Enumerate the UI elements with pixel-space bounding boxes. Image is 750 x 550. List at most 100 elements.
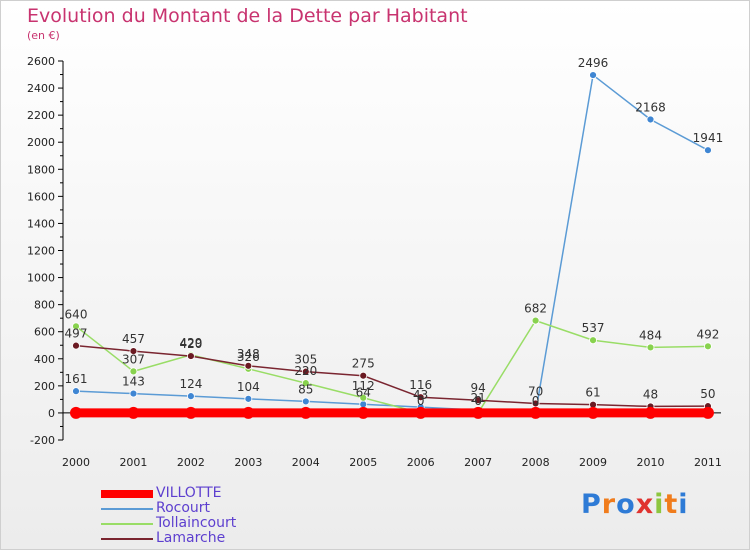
y-tick-label: 600 <box>34 326 55 339</box>
data-point-villotte <box>357 406 370 419</box>
data-label-lamarche: 61 <box>585 386 600 400</box>
legend-label: Lamarche <box>156 530 226 546</box>
data-point-tollaincourt <box>359 393 368 402</box>
data-label-rocourt: 1941 <box>693 131 724 145</box>
logo-letter: x <box>635 489 655 520</box>
data-point-villotte <box>299 406 312 419</box>
x-tick-label: 2009 <box>579 456 607 469</box>
data-point-lamarche <box>359 371 368 380</box>
x-tick-label: 2010 <box>637 456 665 469</box>
data-point-rocourt <box>301 397 310 406</box>
data-label-tollaincourt: 112 <box>352 379 375 393</box>
data-label-tollaincourt: 307 <box>122 352 145 366</box>
data-point-tollaincourt <box>72 322 80 331</box>
data-label-rocourt: 64 <box>356 385 371 399</box>
y-tick-label: 2600 <box>27 55 55 68</box>
legend-swatch <box>101 523 153 525</box>
data-point-rocourt <box>704 146 712 155</box>
data-label-lamarche: 70 <box>528 384 543 398</box>
data-point-rocourt <box>244 394 253 403</box>
data-label-lamarche: 116 <box>409 378 432 392</box>
data-point-lamarche <box>416 393 425 402</box>
x-tick-label: 2004 <box>292 456 320 469</box>
y-tick-label: 1000 <box>27 272 55 285</box>
y-tick-label: 2200 <box>27 109 55 122</box>
data-point-tollaincourt <box>704 342 712 351</box>
data-label-tollaincourt: 429 <box>179 336 202 350</box>
data-label-rocourt: 43 <box>413 388 428 402</box>
legend-swatch <box>101 490 153 498</box>
data-label-rocourt: 124 <box>179 377 202 391</box>
data-label-tollaincourt: 484 <box>639 328 662 342</box>
data-point-villotte <box>472 406 485 419</box>
logo-letter: t <box>664 489 679 520</box>
x-tick-label: 2001 <box>119 456 147 469</box>
y-tick-label: 1200 <box>27 245 55 258</box>
data-point-villotte <box>70 406 82 419</box>
data-point-lamarche <box>186 352 195 360</box>
data-label-rocourt: 21 <box>471 391 486 405</box>
y-tick-label: 2000 <box>27 136 55 149</box>
data-label-lamarche: 305 <box>294 353 317 367</box>
y-tick-label: -200 <box>30 434 55 447</box>
y-tick-label: 1800 <box>27 163 55 176</box>
data-label-rocourt: 104 <box>237 380 260 394</box>
data-label-lamarche: 497 <box>65 327 88 341</box>
logo-letter: P <box>581 489 602 520</box>
data-point-lamarche <box>72 341 80 350</box>
data-label-lamarche: 275 <box>352 357 375 371</box>
data-point-villotte <box>127 406 140 419</box>
data-label-rocourt: 0 <box>532 394 540 408</box>
data-label-rocourt: 2496 <box>578 56 609 70</box>
data-point-rocourt <box>646 115 655 124</box>
series-line-lamarche <box>75 344 708 408</box>
chart-subtitle: (en €) <box>27 29 60 42</box>
axes: -200020040060080010001200140016001800200… <box>27 55 722 469</box>
data-point-rocourt <box>589 71 597 79</box>
y-tick-label: 2400 <box>27 82 55 95</box>
chart-title: Evolution du Montant de la Dette par Hab… <box>27 5 468 27</box>
logo-letter: i <box>654 489 665 520</box>
data-point-lamarche <box>244 361 253 370</box>
data-label-tollaincourt: 492 <box>696 327 719 341</box>
x-tick-label: 2008 <box>522 456 550 469</box>
series-line-tollaincourt <box>75 319 708 414</box>
data-point-villotte <box>242 406 255 419</box>
data-point-villotte <box>184 406 197 419</box>
x-tick-label: 2011 <box>694 456 722 469</box>
data-point-rocourt <box>359 400 368 409</box>
data-label-tollaincourt: 0 <box>417 394 425 408</box>
data-label-rocourt: 2168 <box>635 100 666 114</box>
data-label-lamarche: 348 <box>237 347 260 361</box>
legend-label: VILLOTTE <box>156 485 222 501</box>
data-point-tollaincourt <box>589 336 597 345</box>
data-point-villotte <box>644 406 657 419</box>
data-label-lamarche: 457 <box>122 332 145 346</box>
legend-swatch <box>101 538 153 540</box>
data-point-rocourt <box>186 392 195 401</box>
legend-label: Tollaincourt <box>156 515 237 531</box>
data-label-layer: 161 143 124 104 85 64 43 21 02496216819416403074… <box>65 56 724 408</box>
y-tick-label: 200 <box>34 380 55 393</box>
data-point-lamarche <box>129 347 138 355</box>
x-tick-label: 2000 <box>62 456 90 469</box>
proxiti-logo: Proxiti <box>581 489 689 520</box>
data-point-villotte <box>414 406 427 419</box>
y-tick-label: 800 <box>34 299 55 312</box>
data-point-tollaincourt <box>646 343 655 352</box>
x-tick-label: 2006 <box>407 456 435 469</box>
data-label-tollaincourt: 0 <box>474 394 482 408</box>
legend-swatch <box>101 508 153 510</box>
data-label-tollaincourt: 537 <box>582 321 605 335</box>
data-point-tollaincourt <box>531 316 540 325</box>
data-label-rocourt: 143 <box>122 375 145 389</box>
logo-letter: i <box>678 489 689 520</box>
data-point-tollaincourt <box>301 379 310 388</box>
data-label-rocourt: 85 <box>298 382 313 396</box>
data-point-rocourt <box>129 389 138 398</box>
data-label-lamarche: 94 <box>471 381 486 395</box>
data-point-lamarche <box>301 367 310 376</box>
y-tick-label: 400 <box>34 353 55 366</box>
